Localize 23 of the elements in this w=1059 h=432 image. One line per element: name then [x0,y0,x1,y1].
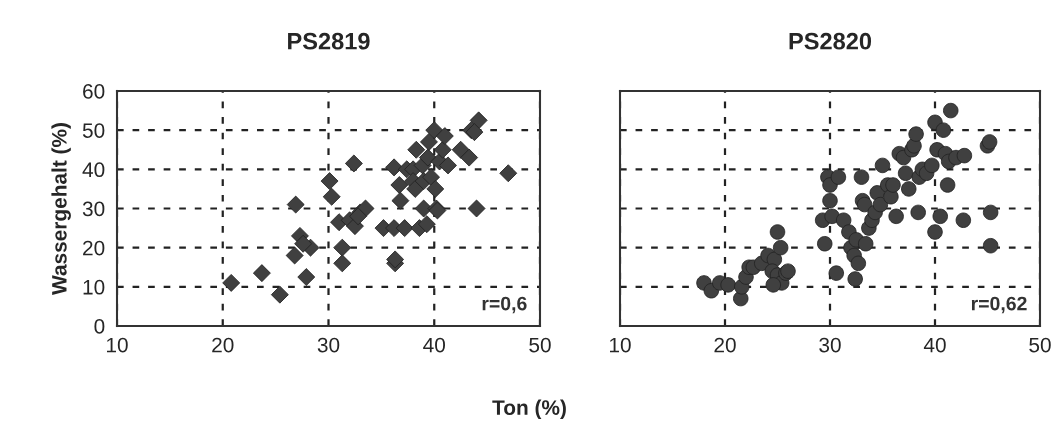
x-tick-label: 40 [923,337,946,353]
y-tick-label: 60 [83,84,105,99]
y-tick-label: 10 [83,279,105,295]
x-tick-label: 50 [1029,337,1051,353]
y-tick-label: 20 [83,240,105,256]
x-tick-label: 10 [610,337,631,353]
chart-title: PS2819 [288,32,370,50]
annotation: r=0,62 [971,296,1027,314]
y-tick-label: 40 [82,162,105,178]
chart-title: PS2820 [789,32,872,50]
y-tick-label: 0 [94,319,105,334]
x-tick-label: 50 [529,337,551,353]
y-tick-label: 50 [82,123,105,138]
y-axis-title: Wassergehalt (%) [51,123,71,295]
x-tick-label: 30 [819,337,841,353]
x-tick-label: 10 [107,337,128,353]
x-tick-label: 20 [714,337,736,353]
x-axis-title: Ton (%) [492,399,566,420]
annotation: r=0,6 [482,296,527,314]
x-tick-label: 30 [317,337,340,353]
x-tick-label: 20 [212,337,234,353]
y-tick-label: 30 [82,201,105,217]
x-tick-label: 40 [423,337,446,353]
